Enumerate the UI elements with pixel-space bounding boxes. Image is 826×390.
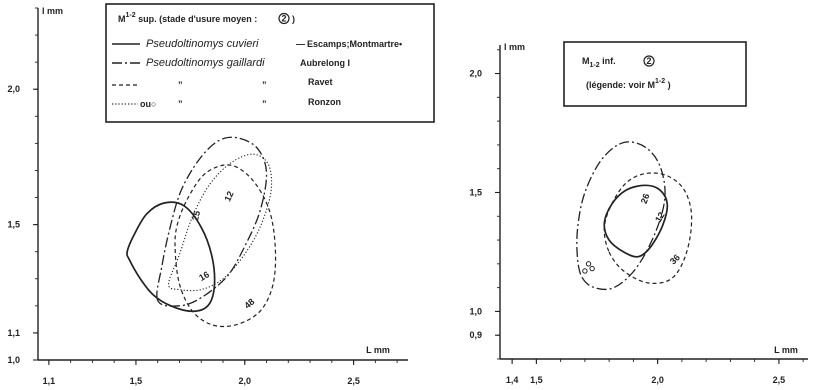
- y-tick-label: 1,5: [469, 187, 482, 197]
- chart-upper-legend: M1-2 sup. (stade d'usure moyen : 2 ) Pse…: [105, 3, 435, 123]
- x-tick-label: 2,5: [347, 376, 360, 386]
- legend-title: M1-2 inf.: [582, 56, 616, 69]
- series-outline-dashed: [174, 164, 277, 328]
- series-count-label: 12: [222, 190, 235, 203]
- legend-site-4: Ronzon: [308, 97, 341, 107]
- legend-stage-mark: 2: [646, 56, 651, 66]
- chart-lower-x-axis-label: L mm: [774, 345, 798, 355]
- chart-lower-axes: 1,4 1,5 2,0 2,5 0,9 1,0 1,5 2,0: [469, 45, 808, 385]
- legend-species-4: ”: [178, 99, 183, 109]
- x-tick-label: 1,5: [530, 375, 543, 385]
- series-outline-dashdot: [576, 141, 666, 291]
- y-tick-label: 0,9: [469, 330, 482, 340]
- legend-species-3: ”: [178, 80, 183, 90]
- series-outline-solid: [126, 201, 216, 313]
- chart-lower-molars: 1,4 1,5 2,0 2,5 0,9 1,0 1,5 2,0 26 36 12 l mm L m…: [469, 41, 808, 385]
- x-tick-label: 1,4: [506, 375, 519, 385]
- series-count-label: 48: [242, 296, 256, 310]
- chart-lower-y-axis-label: l mm: [504, 42, 525, 52]
- series-count-label: 16: [197, 269, 211, 283]
- legend-note: (légende: voir M1-2 ): [586, 78, 671, 90]
- series-outline-dashed: [603, 172, 693, 284]
- y-tick-label: 1,0: [7, 355, 20, 365]
- chart-upper-series: 16 25 48 12: [126, 136, 277, 328]
- series-count-label: 25: [190, 210, 202, 222]
- x-tick-label: 2,0: [651, 375, 664, 385]
- legend-site-3: Ravet: [308, 77, 333, 87]
- x-tick-label: 1,1: [43, 376, 56, 386]
- legend-prefix-4: ou○: [140, 99, 156, 109]
- chart-upper-axes: 1,1 1,5 2,0 2,5 1,0 1,1 1,5 2,0: [7, 7, 408, 386]
- legend-box: [563, 41, 747, 107]
- stage-circle-icon: [278, 12, 290, 25]
- legend-site-mark-4: ”: [262, 99, 267, 109]
- y-tick-label: 2,0: [7, 84, 20, 94]
- chart-lower-legend: M1-2 inf. 2 (légende: voir M1-2 ): [563, 41, 747, 107]
- chart-lower-series: 26 36 12: [576, 141, 693, 291]
- open-circle-marker: [585, 261, 592, 267]
- legend-box: [105, 3, 435, 123]
- series-outline-dashdot: [156, 136, 268, 307]
- x-tick-label: 1,5: [130, 376, 143, 386]
- chart-upper-x-axis-label: L mm: [366, 345, 390, 355]
- legend-title-end: ): [292, 14, 295, 24]
- series-outline-dotted: [168, 153, 273, 292]
- chart-upper-y-axis-label: l mm: [42, 6, 63, 16]
- legend-species-2: Pseudoltinomys gaillardi: [146, 57, 265, 69]
- series-count-label: 12: [653, 210, 667, 224]
- legend-species-1: Pseudoltinomys cuvieri: [146, 38, 259, 50]
- legend-stage-mark: 2: [281, 14, 286, 24]
- legend-site-mark-3: ”: [262, 80, 267, 90]
- legend-site-1: — Escamps;Montmartre•: [296, 39, 402, 49]
- series-outline-solid: [603, 184, 669, 258]
- legend-site-2: Aubrelong I: [300, 58, 350, 68]
- open-circle-marker: [582, 268, 588, 274]
- series-count-label: 36: [668, 252, 682, 266]
- y-tick-label: 2,0: [469, 69, 482, 79]
- y-tick-label: 1,0: [469, 306, 482, 316]
- y-tick-label: 1,1: [7, 328, 20, 338]
- open-circle-marker: [589, 265, 595, 272]
- x-tick-label: 2,5: [773, 375, 786, 385]
- legend-title: M1-2 sup. (stade d'usure moyen :: [118, 12, 257, 24]
- x-tick-label: 2,0: [239, 376, 252, 386]
- series-count-label: 26: [639, 192, 652, 205]
- stage-circle-icon: [643, 55, 655, 67]
- y-tick-label: 1,5: [7, 220, 20, 230]
- chart-upper-molars: 1,1 1,5 2,0 2,5 1,0 1,1 1,5 2,0 16 25 48 12 l mm L…: [7, 3, 435, 386]
